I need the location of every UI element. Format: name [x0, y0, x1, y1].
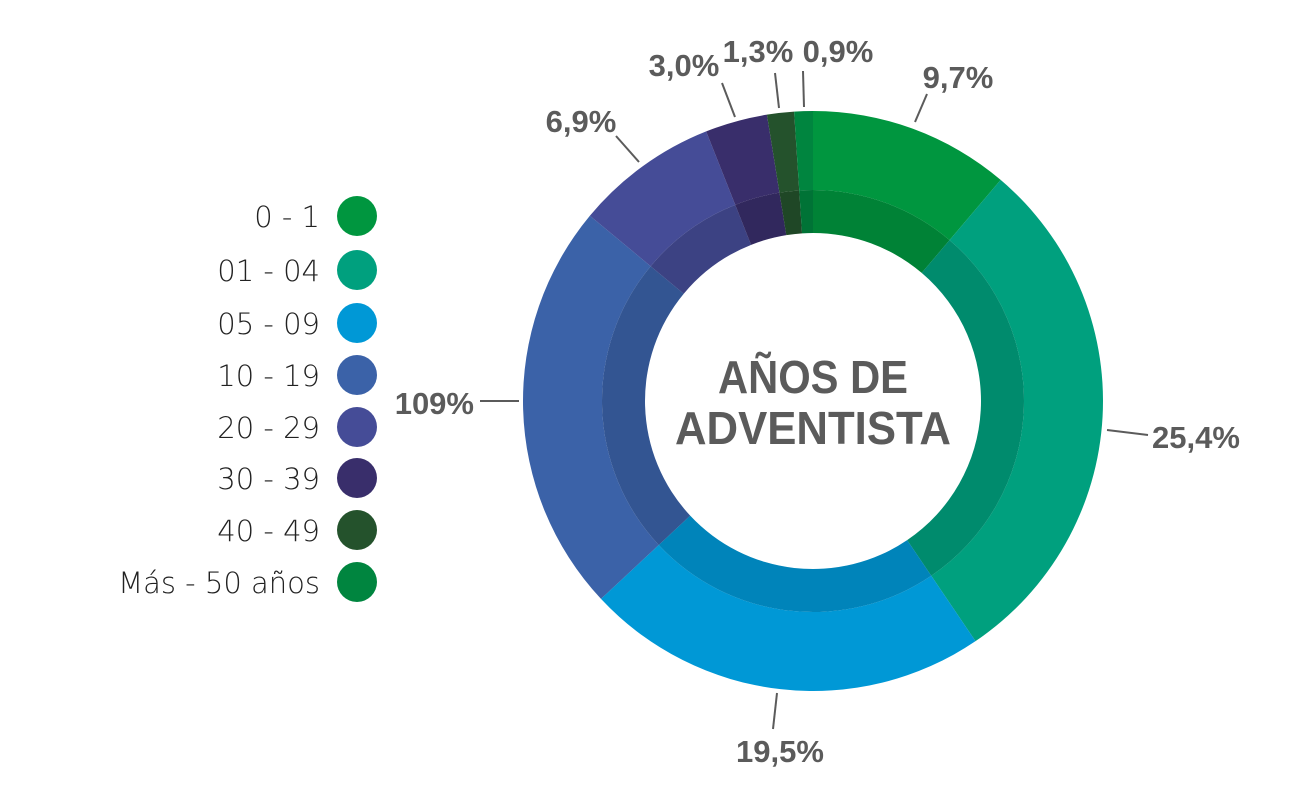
data-label-0: 9,7% — [923, 60, 994, 95]
slice-5 — [706, 114, 780, 205]
legend-label-7: Más - 50 años — [118, 566, 320, 600]
legend-swatch-6 — [337, 510, 377, 550]
slice-0 — [813, 111, 1001, 241]
slice-inner-shade-5 — [735, 192, 787, 245]
legend-swatch-4 — [337, 407, 377, 447]
slice-6 — [766, 111, 800, 193]
legend-swatch-2 — [337, 303, 377, 343]
legend-label-6: 40 - 49 — [217, 514, 320, 548]
legend-swatch-7 — [337, 562, 377, 602]
legend-swatch-5 — [337, 458, 377, 498]
legend-swatch-1 — [337, 250, 377, 290]
slice-inner-0 — [813, 190, 950, 273]
leader-line-6 — [774, 72, 780, 109]
leader-line-2 — [772, 692, 778, 730]
slice-inner-shade-1 — [907, 240, 1024, 576]
slice-inner-1 — [907, 240, 1024, 576]
slice-inner-7 — [799, 190, 813, 234]
legend-label-4: 20 - 29 — [217, 411, 320, 445]
leader-line-5 — [721, 82, 736, 118]
slice-inner-3 — [601, 266, 691, 545]
slice-inner-shade-2 — [658, 515, 932, 612]
data-label-5: 3,0% — [649, 48, 720, 83]
data-label-1: 25,4% — [1152, 420, 1240, 455]
legend-label-1: 01 - 04 — [217, 254, 320, 288]
data-label-6: 1,3% — [723, 34, 794, 69]
slice-inner-shade-0 — [813, 190, 950, 273]
slice-inner-shade-3 — [601, 266, 691, 545]
slice-2 — [600, 544, 976, 692]
slice-inner-shade-4 — [650, 204, 752, 294]
slice-inner-shade-7 — [799, 190, 813, 234]
legend-label-0: 0 - 1 — [254, 200, 320, 234]
legend-swatch-0 — [337, 196, 377, 236]
legend-label-5: 30 - 39 — [217, 462, 320, 496]
slice-inner-4 — [650, 204, 752, 294]
data-label-7: 0,9% — [803, 34, 874, 69]
legend-label-2: 05 - 09 — [217, 307, 320, 341]
data-label-4: 6,9% — [546, 104, 617, 139]
slice-4 — [589, 131, 736, 267]
leader-line-0 — [914, 93, 928, 123]
data-label-2: 19,5% — [736, 734, 824, 769]
legend-swatch-3 — [337, 355, 377, 395]
slice-inner-5 — [735, 192, 787, 245]
leader-line-7 — [802, 70, 805, 108]
data-label-3: 109% — [395, 386, 474, 421]
leader-line-4 — [615, 135, 640, 163]
slice-3 — [522, 215, 659, 599]
leader-lines — [480, 70, 1149, 730]
slice-7 — [794, 111, 813, 191]
slices — [522, 111, 1103, 692]
legend-label-3: 10 - 19 — [217, 359, 320, 393]
chart-title-line-2: ADVENTISTA — [675, 402, 951, 454]
legend: 0 - 1 01 - 04 05 - 09 10 - 19 20 - 29 30 - 39… — [118, 196, 377, 602]
slice-inner-2 — [658, 515, 932, 612]
data-labels: 9,7% 25,4% 19,5% 109% 6,9% 3,0% 1,3% 0,9% — [395, 34, 1240, 769]
slice-inner-6 — [779, 190, 803, 236]
leader-line-1 — [1106, 429, 1149, 436]
chart-title-line-1: AÑOS DE — [718, 351, 908, 403]
slice-1 — [931, 179, 1103, 642]
slice-inner-shade-6 — [779, 190, 803, 236]
